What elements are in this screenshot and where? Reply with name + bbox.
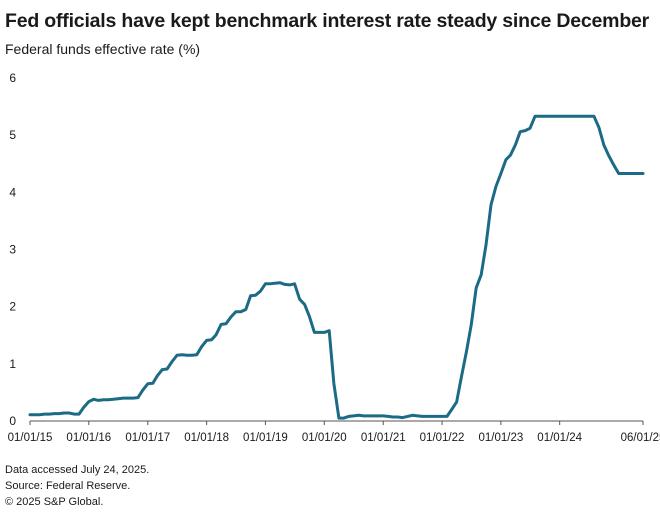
series-line — [28, 114, 645, 420]
footnotes: Data accessed July 24, 2025. Source: Fed… — [5, 462, 149, 510]
x-tick-label: 01/01/19 — [243, 432, 288, 444]
axes — [29, 420, 644, 425]
footnote-accessed: Data accessed July 24, 2025. — [5, 464, 150, 476]
x-tick-label: 01/01/24 — [537, 432, 582, 444]
x-tick-label: 01/01/15 — [8, 432, 53, 444]
line-chart: 0 1 2 3 4 5 6 01/01/15 01/01/16 01/01/17 01/01/18 0… — [8, 71, 660, 444]
y-tick-label: 5 — [9, 128, 16, 142]
y-tick-label: 3 — [9, 243, 16, 257]
y-tick-label: 2 — [9, 300, 16, 314]
x-tick-label: 01/01/18 — [184, 432, 229, 444]
x-tick-label: 01/01/20 — [302, 432, 347, 444]
x-tick-label: 01/01/21 — [361, 432, 406, 444]
footnote-source: Source: Federal Reserve. — [5, 480, 131, 492]
y-tick-label: 1 — [9, 357, 16, 371]
chart-subtitle: Federal funds effective rate (%) — [5, 41, 201, 57]
y-tick-label: 6 — [9, 71, 16, 85]
series-layer — [28, 114, 645, 420]
x-tick-label: 01/01/17 — [125, 432, 170, 444]
y-tick-label: 4 — [9, 185, 16, 199]
x-tick-label: 01/01/22 — [420, 432, 465, 444]
x-tick-label: 01/01/16 — [66, 432, 111, 444]
chart-title: Fed officials have kept benchmark intere… — [5, 10, 650, 32]
x-tick-label: 06/01/25 — [621, 432, 660, 444]
y-tick-label: 0 — [9, 414, 16, 428]
footnote-copyright: © 2025 S&P Global. — [5, 496, 104, 508]
tick-labels: 0 1 2 3 4 5 6 01/01/15 01/01/16 01/01/17 01/01/18 0… — [8, 71, 660, 444]
x-tick-label: 01/01/23 — [478, 432, 523, 444]
